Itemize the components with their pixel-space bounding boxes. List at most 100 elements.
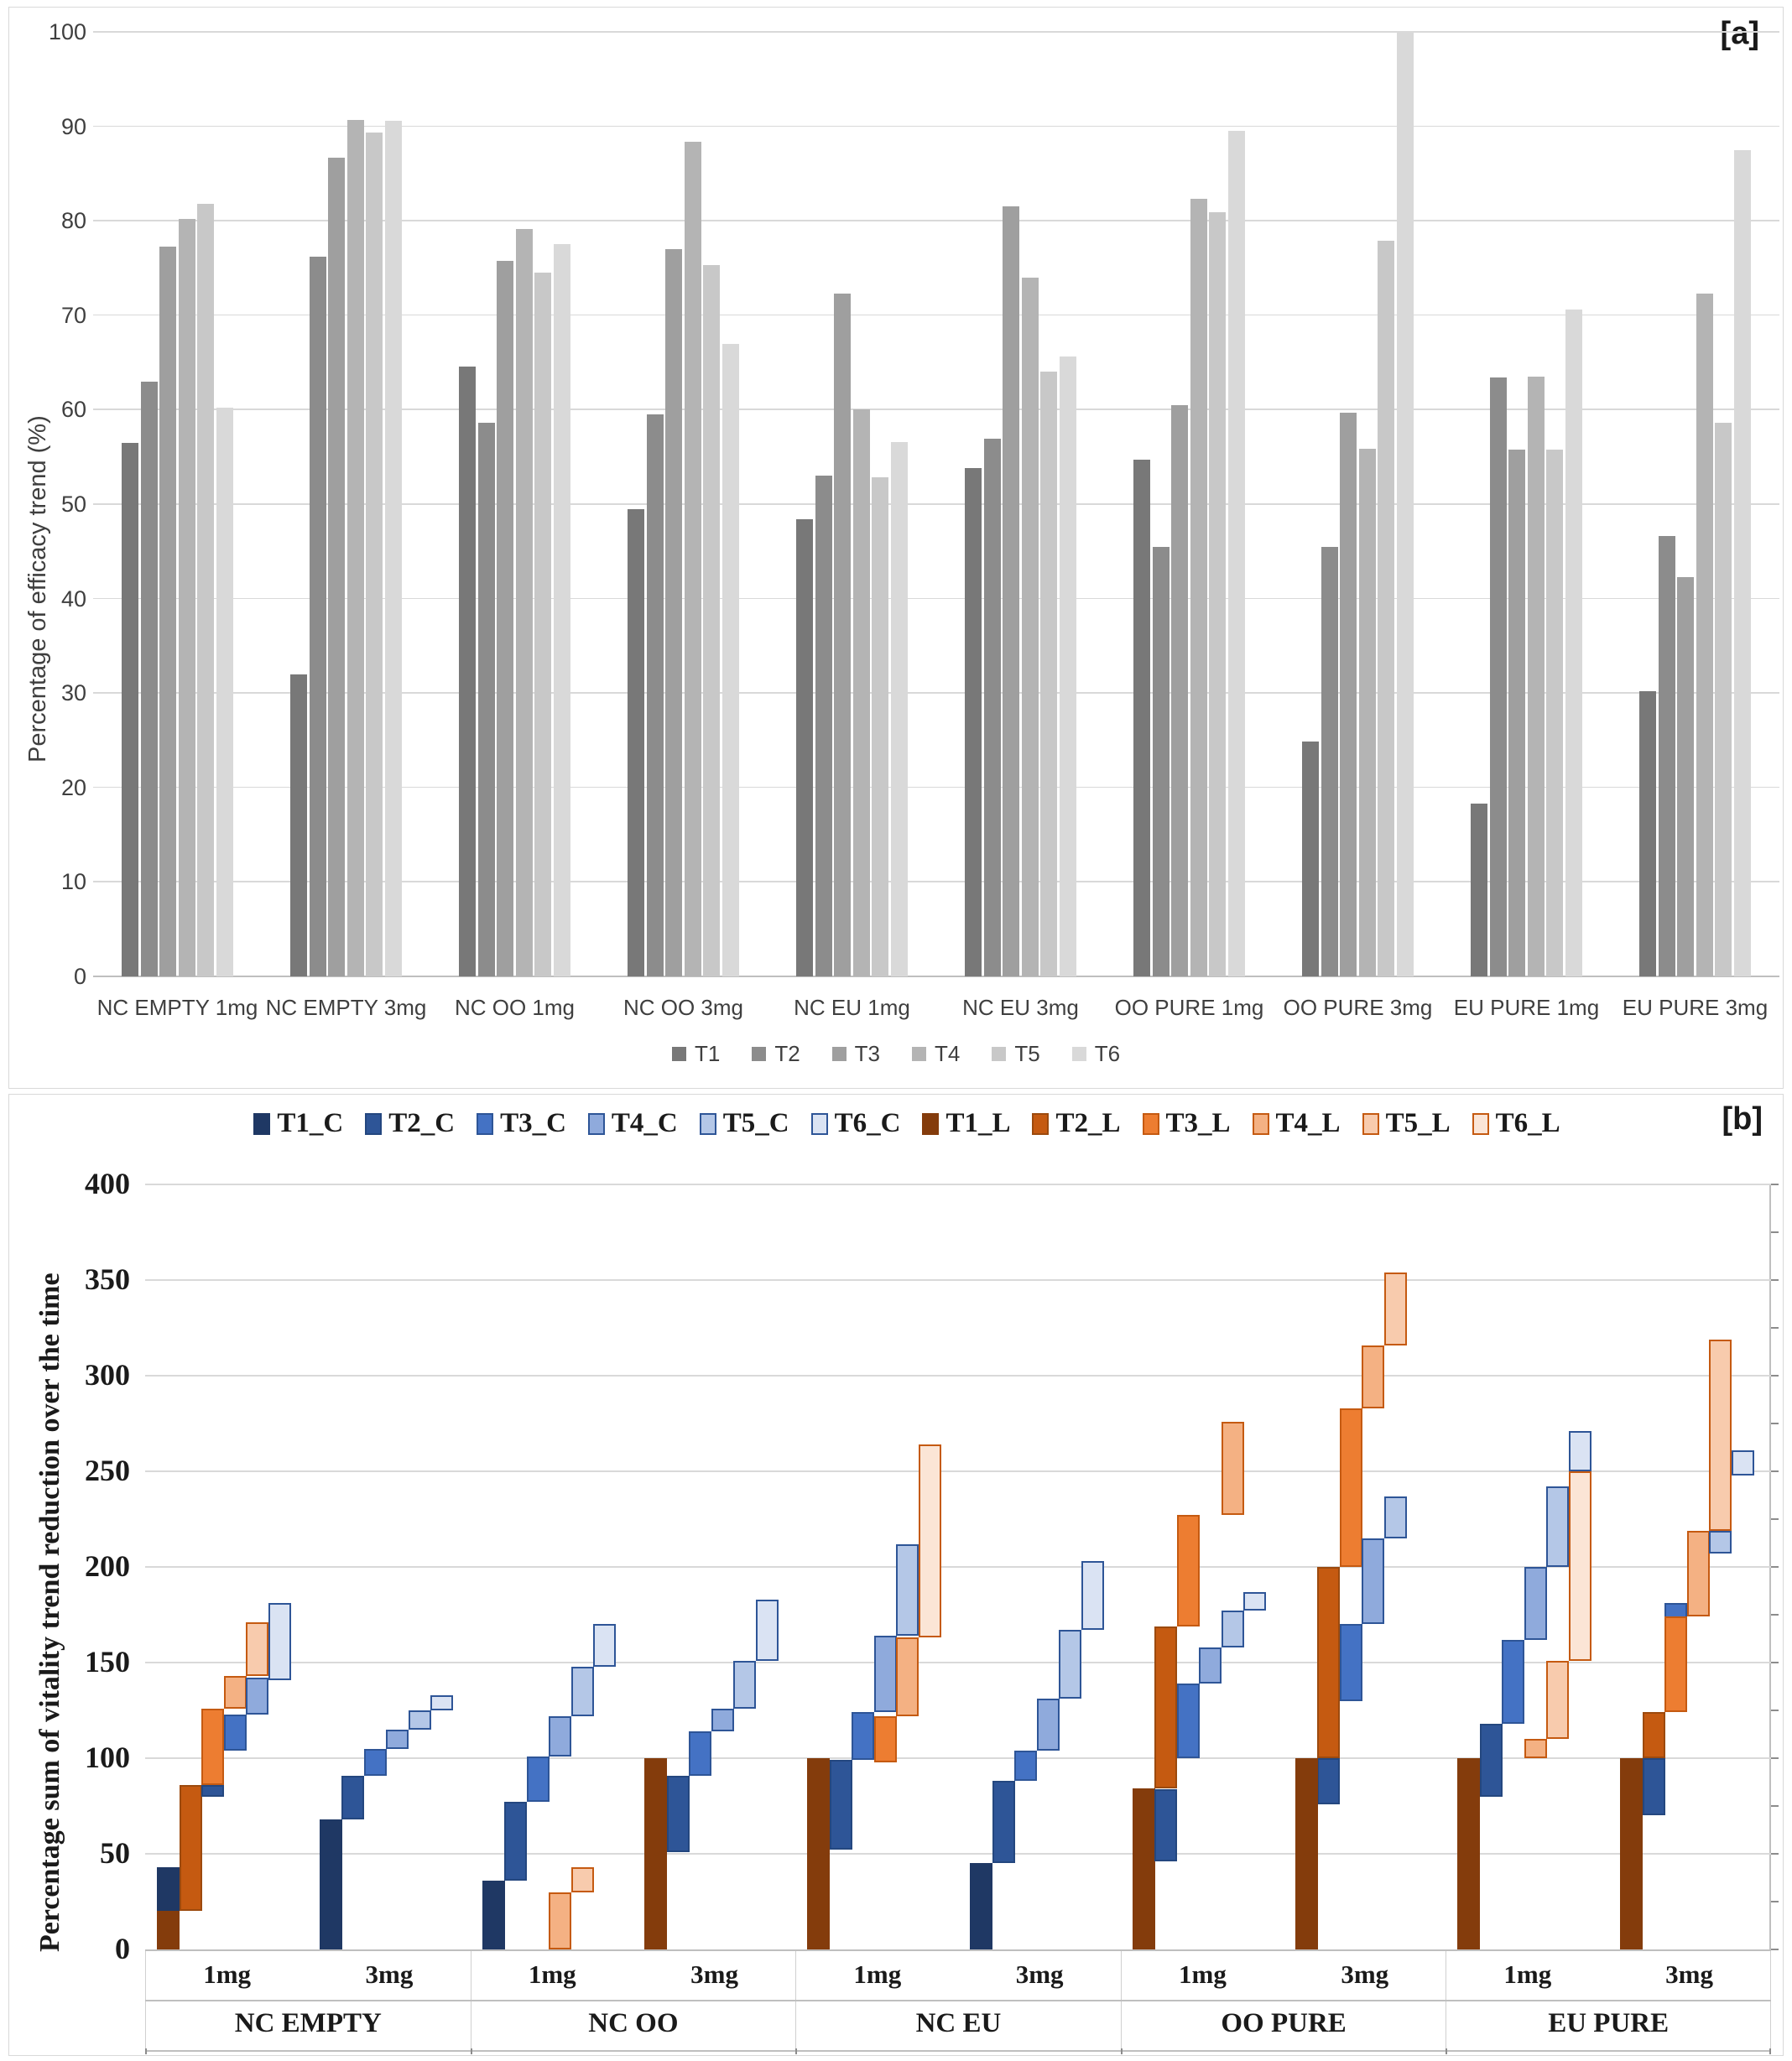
bar-T4 bbox=[1358, 448, 1376, 976]
group-cell: NC EMPTY bbox=[145, 2001, 471, 2050]
gridline-y50 bbox=[93, 503, 1779, 505]
segment-T3_L bbox=[201, 1708, 224, 1785]
legend-swatch-T5 bbox=[992, 1047, 1007, 1061]
segment-T4_L bbox=[1221, 1421, 1244, 1516]
bar-T3 bbox=[834, 293, 852, 976]
legend-item-T3: T3 bbox=[831, 1041, 880, 1067]
segment-T1_L bbox=[807, 1758, 831, 1949]
bar-T1 bbox=[628, 508, 644, 976]
bar-T4 bbox=[178, 218, 195, 976]
panel-a-plot-area: 100 90 80 70 60 50 40 30 20 10 0 bbox=[49, 19, 1779, 989]
category-label: EU PURE 1mg bbox=[1453, 995, 1600, 1020]
bar-T1 bbox=[965, 468, 982, 976]
bar-group-nc-empty-1mg bbox=[93, 32, 262, 976]
segment-T4_C bbox=[1036, 1699, 1060, 1751]
segment-T4_L bbox=[1524, 1739, 1547, 1758]
legend-item-T5_C: T5_C bbox=[699, 1108, 789, 1139]
bar-group-oo-pure-1mg bbox=[1105, 32, 1274, 976]
legend-item-T4: T4 bbox=[912, 1041, 960, 1067]
axis-boundary-tick bbox=[795, 2048, 798, 2054]
category-label: NC EMPTY 3mg bbox=[265, 995, 427, 1020]
right-axis-minor-tick bbox=[1771, 1184, 1779, 1186]
legend-swatch-T3_L bbox=[1142, 1112, 1159, 1135]
segment-T6_C bbox=[1731, 1449, 1754, 1475]
gridline-y70 bbox=[93, 314, 1779, 316]
bar-T2 bbox=[1321, 546, 1338, 976]
segment-T1_L bbox=[1457, 1758, 1481, 1949]
right-axis-minor-tick bbox=[1771, 1949, 1779, 1950]
bar-T1 bbox=[1302, 741, 1319, 976]
bar-T6 bbox=[891, 441, 908, 976]
segment-T6_C bbox=[268, 1603, 291, 1680]
segment-T1_L bbox=[1620, 1758, 1644, 1949]
right-axis-minor-tick bbox=[1771, 1757, 1779, 1759]
bar-group-eu-pure-3mg bbox=[1611, 32, 1779, 976]
bar-T6 bbox=[216, 408, 233, 976]
bar-T2 bbox=[1658, 536, 1675, 976]
segment-T5_C bbox=[408, 1710, 431, 1730]
bar-T1 bbox=[459, 366, 476, 976]
legend-label-T5_C: T5_C bbox=[722, 1108, 789, 1138]
gridline-y60 bbox=[93, 409, 1779, 410]
segment-T6_C bbox=[593, 1624, 617, 1667]
bar-T4 bbox=[346, 119, 364, 976]
bar-T4 bbox=[852, 409, 870, 976]
dose-cell: 1mg 3mg bbox=[795, 1951, 1121, 2000]
bar-T5 bbox=[197, 203, 215, 976]
segment-T4_C bbox=[711, 1708, 734, 1732]
legend-swatch-T4_L bbox=[1252, 1112, 1269, 1135]
y-tick-label-100: 100 bbox=[48, 19, 86, 44]
right-axis-minor-tick bbox=[1771, 1279, 1779, 1281]
y-tick-label-50: 50 bbox=[60, 492, 86, 517]
panel-a-legend: T1 T2 T3 T4 T5 T6 bbox=[9, 1041, 1783, 1067]
bar-T3 bbox=[1677, 576, 1695, 976]
gridline-y10 bbox=[93, 881, 1779, 882]
gridline-y100 bbox=[145, 1757, 1771, 1759]
right-axis-minor-tick bbox=[1771, 1231, 1779, 1233]
bar-group-nc-eu-1mg bbox=[768, 32, 936, 976]
axis-boundary-tick bbox=[470, 2048, 472, 2054]
segment-T6_L bbox=[918, 1444, 941, 1638]
bar-T3 bbox=[1508, 449, 1526, 976]
bar-T3 bbox=[1340, 412, 1357, 976]
segment-T3_C bbox=[363, 1748, 387, 1776]
panel-b-label: [b] bbox=[1722, 1101, 1763, 1137]
segment-T3_C bbox=[1502, 1639, 1525, 1724]
dose-label-3mg: 3mg bbox=[690, 1960, 738, 1989]
segment-T1_C bbox=[319, 1819, 342, 1949]
legend-swatch-T5_C bbox=[699, 1112, 716, 1135]
bar-T2 bbox=[983, 439, 1001, 976]
gridline-y50 bbox=[145, 1853, 1771, 1855]
right-axis-minor-tick bbox=[1771, 1423, 1779, 1424]
legend-swatch-T3_C bbox=[477, 1112, 494, 1135]
dose-label-3mg: 3mg bbox=[365, 1960, 414, 1989]
axis-boundary-tick bbox=[1446, 2048, 1448, 2054]
panel-a-label: [a] bbox=[1720, 16, 1759, 51]
legend-label-T4_L: T4_L bbox=[1275, 1108, 1341, 1138]
legend-label-T1_C: T1_C bbox=[277, 1108, 344, 1138]
bar-T5 bbox=[1040, 372, 1058, 976]
bar-group-nc-oo-3mg bbox=[599, 32, 768, 976]
segment-T1_C bbox=[482, 1880, 505, 1949]
segment-T6_C bbox=[755, 1599, 779, 1661]
segment-T2_C bbox=[1642, 1758, 1665, 1816]
segment-T4_L bbox=[549, 1892, 572, 1949]
bar-group-oo-pure-3mg bbox=[1274, 32, 1442, 976]
segment-T3_C bbox=[1014, 1750, 1037, 1782]
segment-T5_L bbox=[246, 1622, 268, 1676]
bar-T4 bbox=[1696, 293, 1713, 976]
dose-label-3mg: 3mg bbox=[1665, 1960, 1713, 1989]
gridline-y350 bbox=[145, 1279, 1771, 1281]
dose-label-3mg: 3mg bbox=[1015, 1960, 1064, 1989]
bar-T4 bbox=[515, 229, 533, 976]
segment-T5_L bbox=[1546, 1660, 1570, 1740]
segment-T2_C bbox=[666, 1775, 690, 1852]
bar-T5 bbox=[703, 265, 721, 976]
axis-boundary-tick bbox=[1120, 2048, 1123, 2054]
legend-item-T1_L: T1_L bbox=[922, 1108, 1010, 1139]
bar-T6 bbox=[1228, 131, 1245, 976]
panel-efficacy-chart: [a] Percentage of efficacy trend (%) 100… bbox=[8, 7, 1784, 1089]
right-axis-minor-tick bbox=[1771, 1566, 1779, 1568]
legend-label-T4: T4 bbox=[935, 1041, 961, 1066]
segment-T3_C bbox=[1339, 1624, 1362, 1701]
